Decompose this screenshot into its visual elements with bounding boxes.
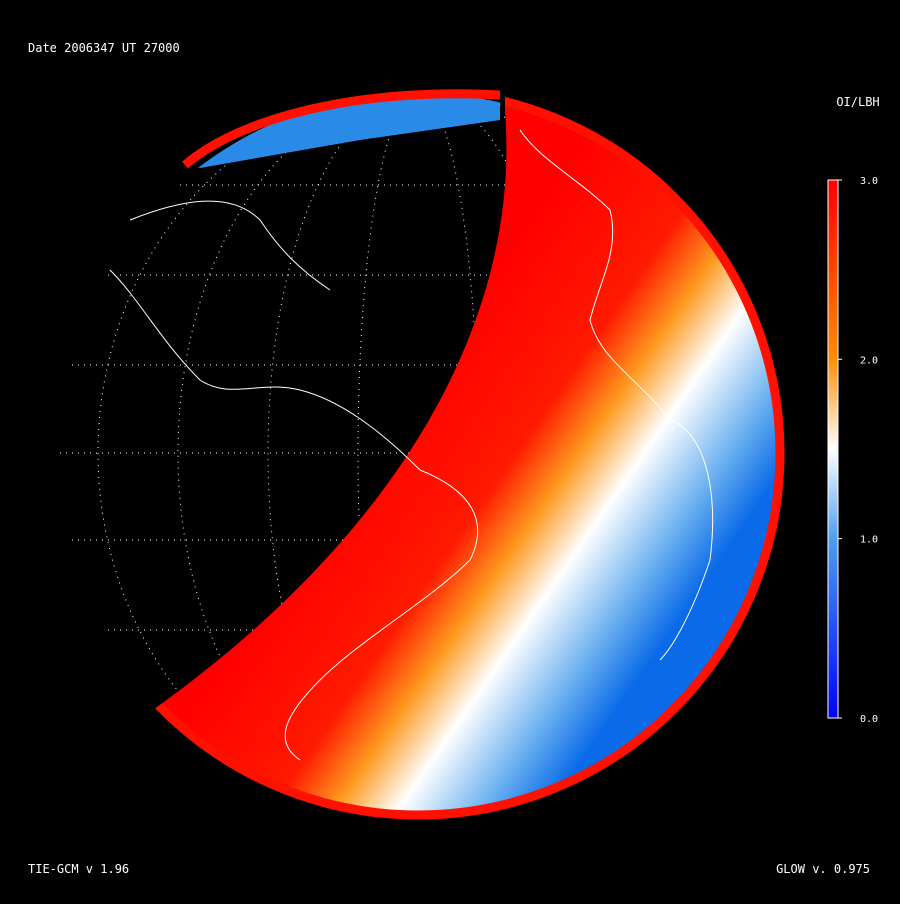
colorbar-title: OI/LBH <box>836 95 879 109</box>
colorbar-tick-label: 3.0 <box>860 176 878 187</box>
colorbar <box>827 179 839 719</box>
colorbar-tick-label: 1.0 <box>860 535 878 546</box>
colorbar-tick-label: 0.0 <box>860 714 878 725</box>
header-title: Date 2006347 UT 27000 <box>28 41 180 55</box>
footer-left: TIE-GCM v 1.96 <box>28 862 129 876</box>
colorbar-tick-label: 2.0 <box>860 355 878 366</box>
coastline <box>109 129 714 761</box>
footer-right: GLOW v. 0.975 <box>776 862 870 876</box>
limb <box>150 86 785 820</box>
